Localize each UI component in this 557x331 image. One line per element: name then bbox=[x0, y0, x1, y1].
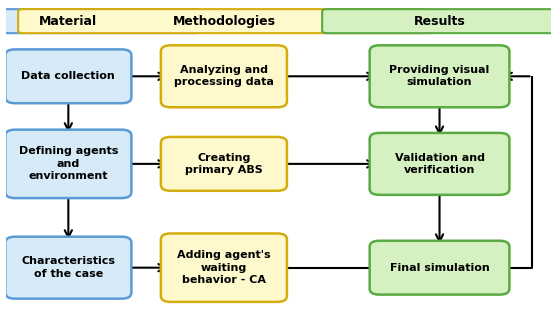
FancyBboxPatch shape bbox=[322, 9, 557, 33]
Text: Methodologies: Methodologies bbox=[173, 15, 275, 28]
FancyBboxPatch shape bbox=[370, 241, 510, 295]
Text: Final simulation: Final simulation bbox=[390, 263, 490, 273]
Text: Creating
primary ABS: Creating primary ABS bbox=[185, 153, 263, 175]
FancyBboxPatch shape bbox=[370, 133, 510, 195]
Text: Providing visual
simulation: Providing visual simulation bbox=[389, 65, 490, 87]
FancyBboxPatch shape bbox=[161, 233, 287, 302]
FancyBboxPatch shape bbox=[6, 130, 131, 198]
FancyBboxPatch shape bbox=[0, 9, 201, 33]
Text: Analyzing and
processing data: Analyzing and processing data bbox=[174, 65, 274, 87]
Text: Results: Results bbox=[414, 15, 466, 28]
Text: Defining agents
and
environment: Defining agents and environment bbox=[18, 147, 118, 181]
Text: Material: Material bbox=[40, 15, 97, 28]
Text: Adding agent's
waiting
behavior - CA: Adding agent's waiting behavior - CA bbox=[177, 250, 271, 285]
FancyBboxPatch shape bbox=[161, 45, 287, 107]
Text: Validation and
verification: Validation and verification bbox=[394, 153, 485, 175]
Text: Data collection: Data collection bbox=[22, 71, 115, 81]
FancyBboxPatch shape bbox=[161, 137, 287, 191]
FancyBboxPatch shape bbox=[6, 237, 131, 299]
FancyBboxPatch shape bbox=[6, 49, 131, 103]
Text: Characteristics
of the case: Characteristics of the case bbox=[21, 257, 115, 279]
FancyBboxPatch shape bbox=[18, 9, 429, 33]
FancyBboxPatch shape bbox=[370, 45, 510, 107]
